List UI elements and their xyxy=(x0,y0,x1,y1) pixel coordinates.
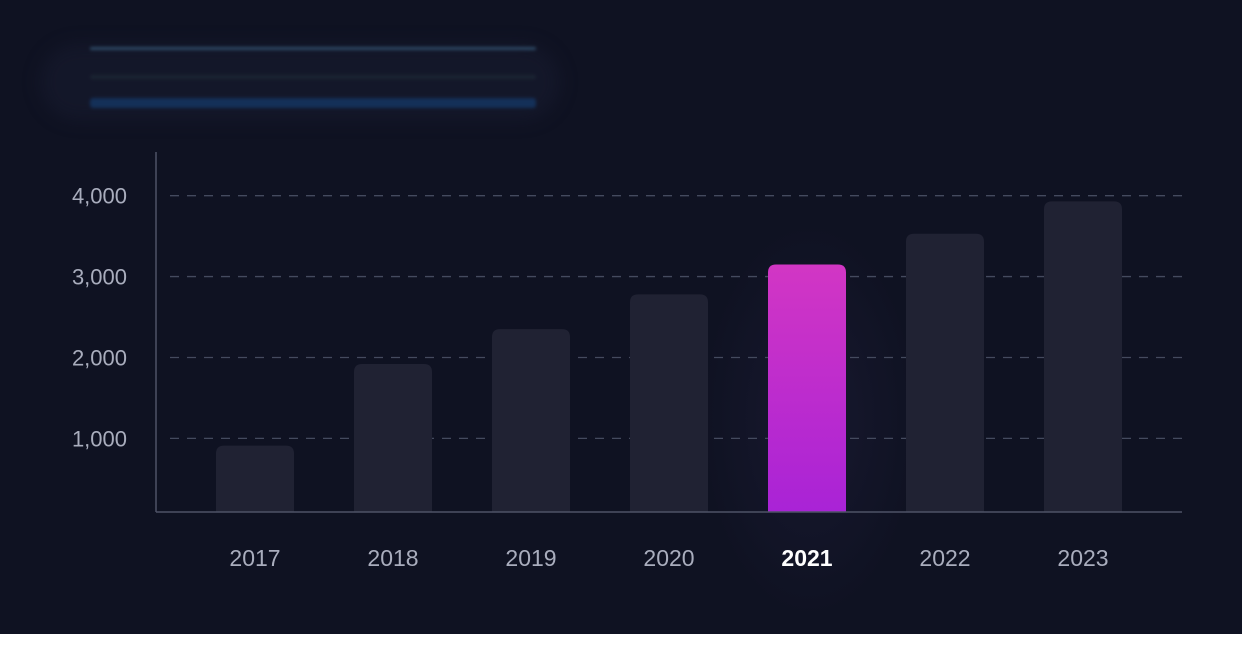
legend-line-3 xyxy=(90,98,536,108)
bar[interactable] xyxy=(354,363,432,512)
x-tick-label: 2023 xyxy=(1057,545,1108,571)
bars xyxy=(216,201,1122,512)
y-tick-label: 1,000 xyxy=(72,426,127,451)
legend-line-1 xyxy=(90,47,536,50)
y-tick-label: 2,000 xyxy=(72,345,127,370)
bar-highlighted[interactable] xyxy=(768,264,846,512)
x-tick-label: 2018 xyxy=(367,545,418,571)
x-tick-label: 2019 xyxy=(505,545,556,571)
bar-chart: 1,000 2,000 3,000 4,000 2017 2018 2019 2020 202… xyxy=(72,152,1182,571)
bar[interactable] xyxy=(1044,201,1122,512)
axes xyxy=(155,152,1182,513)
y-tick-label: 3,000 xyxy=(72,265,127,290)
bar[interactable] xyxy=(492,329,570,512)
y-axis-ticks: 1,000 2,000 3,000 4,000 xyxy=(72,184,127,452)
x-axis-ticks: 2017 2018 2019 2020 2021 2022 2023 xyxy=(229,545,1108,571)
bar[interactable] xyxy=(630,294,708,512)
x-tick-label-active: 2021 xyxy=(781,545,832,571)
chart-canvas: 1,000 2,000 3,000 4,000 2017 2018 2019 2020 202… xyxy=(0,0,1242,634)
bar[interactable] xyxy=(906,233,984,512)
x-tick-label: 2022 xyxy=(919,545,970,571)
legend-placeholder xyxy=(40,44,560,120)
legend-line-2 xyxy=(90,75,536,79)
x-tick-label: 2020 xyxy=(643,545,694,571)
y-tick-label: 4,000 xyxy=(72,184,127,209)
bar[interactable] xyxy=(216,445,294,512)
x-tick-label: 2017 xyxy=(229,545,280,571)
